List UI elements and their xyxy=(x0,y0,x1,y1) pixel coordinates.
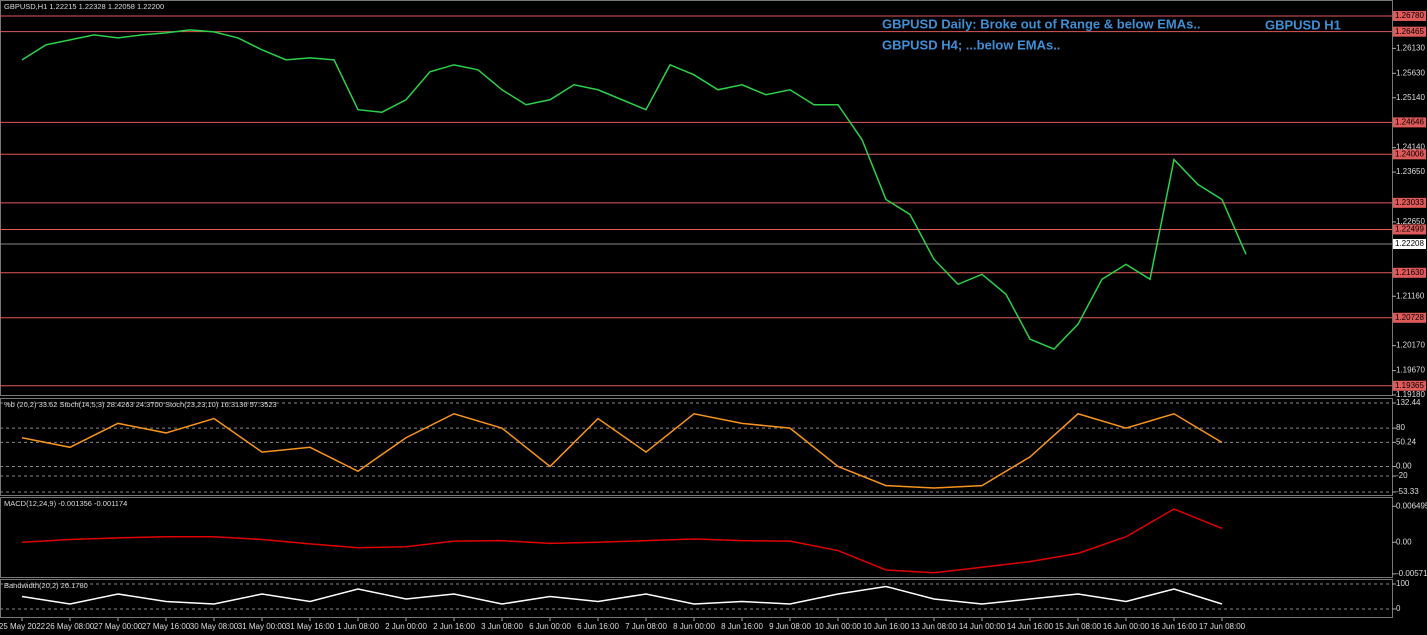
current-price-label: 1.22208 xyxy=(1395,239,1424,248)
level-label: 1.24006 xyxy=(1395,149,1424,158)
x-tick-label: 10 Jun 16:00 xyxy=(863,622,910,631)
annotation: GBPUSD H1 xyxy=(1265,17,1341,32)
level-label-box xyxy=(1393,224,1426,235)
data-line xyxy=(21,412,1223,489)
x-tick-label: 1 Jun 08:00 xyxy=(337,622,379,631)
x-tick-label: 15 Jun 08:00 xyxy=(1055,622,1102,631)
x-tick-label: 8 Jun 00:00 xyxy=(673,622,715,631)
x-tick-label: 6 Jun 00:00 xyxy=(529,622,571,631)
level-label-box xyxy=(1393,197,1426,208)
level-label: 1.26465 xyxy=(1395,27,1424,36)
x-tick-label: 14 Jun 00:00 xyxy=(959,622,1006,631)
y-tick-label: 1.25630 xyxy=(1396,68,1425,77)
panel-frame xyxy=(0,497,1393,578)
x-tick-label: 7 Jun 08:00 xyxy=(625,622,667,631)
y-tick-label: 0.00 xyxy=(1396,537,1412,546)
level-label-box xyxy=(1393,267,1426,278)
x-tick-label: 2 Jun 00:00 xyxy=(385,622,427,631)
panel-frame xyxy=(0,0,1393,396)
y-tick-label: 1.26130 xyxy=(1396,43,1425,52)
x-tick-label: 10 Jun 00:00 xyxy=(815,622,862,631)
data-line xyxy=(21,585,1223,605)
panel-header: %b (20,2) 33.62 Stoch(14,5,3) 28.4263 24… xyxy=(4,400,277,409)
annotation: GBPUSD Daily: Broke out of Range & below… xyxy=(882,16,1201,31)
panel-frame xyxy=(0,579,1393,618)
level-label-box xyxy=(1393,312,1426,323)
y-tick-label: 1.20170 xyxy=(1396,341,1425,350)
level-label-box xyxy=(1393,10,1426,21)
level-label-box xyxy=(1393,26,1426,37)
y-tick-label: 1.23650 xyxy=(1396,167,1425,176)
level-label-box xyxy=(1393,149,1426,160)
y-tick-label: 0.00 xyxy=(1396,462,1412,471)
y-tick-label: 50.24 xyxy=(1396,437,1417,446)
x-tick-label: 14 Jun 16:00 xyxy=(1007,622,1054,631)
data-line xyxy=(21,29,1247,351)
x-tick-label: 8 Jun 16:00 xyxy=(721,622,763,631)
x-tick-label: 3 Jun 08:00 xyxy=(481,622,523,631)
level-label: 1.26780 xyxy=(1395,11,1424,20)
level-label: 1.24646 xyxy=(1395,117,1424,126)
x-tick-label: 27 May 16:00 xyxy=(142,622,191,631)
x-tick-label: 25 May 2022 xyxy=(0,622,46,631)
panel-header: GBPUSD,H1 1.22215 1.22328 1.22058 1.2220… xyxy=(4,2,164,11)
level-label-box xyxy=(1393,380,1426,391)
panel-header: MACD(12,24,9) -0.001356 -0.001174 xyxy=(4,499,127,508)
level-label: 1.23033 xyxy=(1395,198,1424,207)
panel-frame xyxy=(0,398,1393,496)
y-tick-label: 1.21160 xyxy=(1396,291,1425,300)
level-label: 1.19365 xyxy=(1395,381,1424,390)
level-label: 1.22499 xyxy=(1395,225,1424,234)
y-tick-label: 1.24140 xyxy=(1396,143,1425,152)
panel-header: Bandwidth(20,2) 26.1780 xyxy=(4,581,88,590)
x-tick-label: 2 Jun 16:00 xyxy=(433,622,475,631)
x-tick-label: 6 Jun 16:00 xyxy=(577,622,619,631)
y-tick-label: 100 xyxy=(1396,579,1410,588)
y-tick-label: 1.25140 xyxy=(1396,93,1425,102)
x-tick-label: 30 May 08:00 xyxy=(190,622,239,631)
current-price-box xyxy=(1393,238,1426,249)
x-tick-label: 31 May 00:00 xyxy=(238,622,287,631)
y-tick-label: 1.22650 xyxy=(1396,217,1425,226)
y-tick-label: -20 xyxy=(1396,471,1408,480)
x-tick-label: 27 May 00:00 xyxy=(94,622,143,631)
x-tick-label: 13 Jun 08:00 xyxy=(911,622,958,631)
y-tick-label: -0.005713 xyxy=(1396,569,1427,578)
x-tick-label: 31 May 16:00 xyxy=(286,622,335,631)
level-label-box xyxy=(1393,117,1426,128)
level-label: 1.20728 xyxy=(1395,313,1424,322)
y-tick-label: 80 xyxy=(1396,423,1405,432)
x-tick-label: 9 Jun 08:00 xyxy=(769,622,811,631)
y-tick-label: -53.33 xyxy=(1396,487,1419,496)
y-tick-label: 0.006495 xyxy=(1396,501,1427,510)
y-tick-label: 132.44 xyxy=(1396,398,1421,407)
x-tick-label: 17 Jun 08:00 xyxy=(1199,622,1246,631)
x-tick-label: 26 May 08:00 xyxy=(46,622,95,631)
y-tick-label: 1.19670 xyxy=(1396,366,1425,375)
x-tick-label: 16 Jun 00:00 xyxy=(1103,622,1150,631)
annotation: GBPUSD H4; ...below EMAs.. xyxy=(882,37,1060,52)
data-line xyxy=(21,508,1223,574)
x-tick-label: 16 Jun 16:00 xyxy=(1151,622,1198,631)
y-tick-label: 1.19180 xyxy=(1396,390,1425,399)
level-label: 1.21630 xyxy=(1395,268,1424,277)
y-tick-label: 0 xyxy=(1396,604,1401,613)
